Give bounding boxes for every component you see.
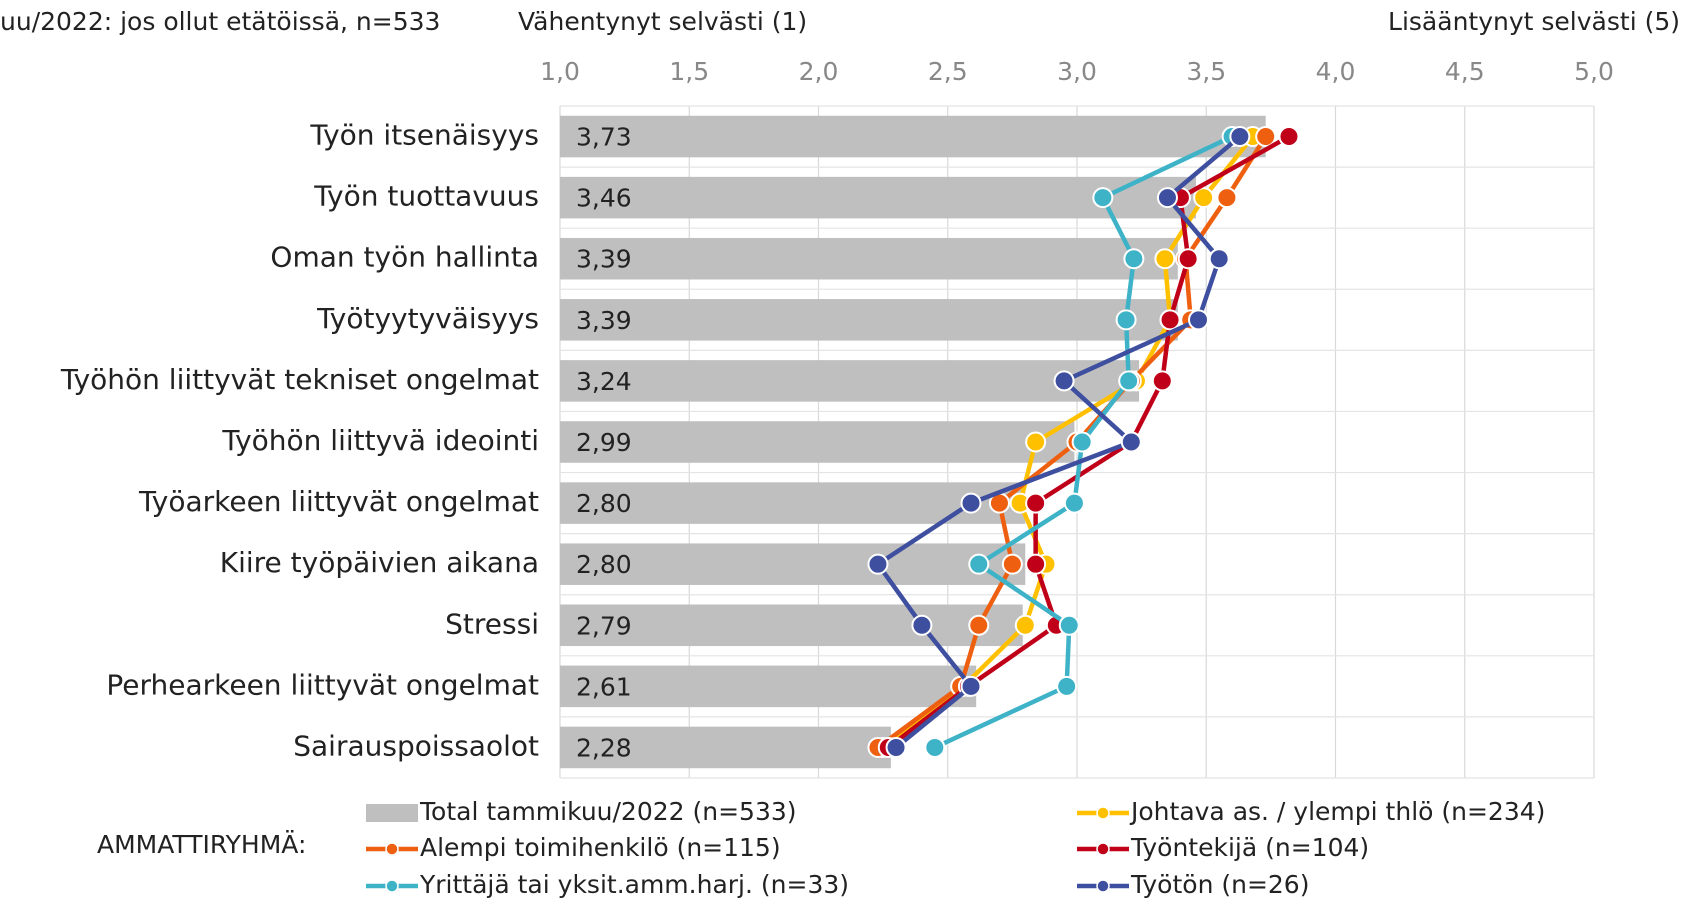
x-tick-label: 2,0 [799, 57, 839, 86]
x-tick-label: 3,5 [1186, 57, 1226, 86]
y-tick-label: Työn tuottavuus [313, 180, 539, 213]
x-tick-label: 1,0 [540, 57, 580, 86]
series-marker [1216, 187, 1238, 209]
series-marker [1154, 248, 1176, 270]
bar [560, 360, 1140, 402]
bar-value-label: 3,39 [576, 306, 632, 335]
y-tick-label: Työtyytyväisyys [316, 302, 539, 335]
series-marker [960, 492, 982, 514]
series-marker [1208, 248, 1230, 270]
x-tick-label: 4,0 [1316, 57, 1356, 86]
series-marker [1056, 675, 1078, 697]
series-marker [1053, 370, 1075, 392]
series-marker [1193, 187, 1215, 209]
series-marker [1255, 126, 1277, 148]
x-tick-label: 4,5 [1445, 57, 1485, 86]
bar [560, 237, 1178, 280]
bar [560, 176, 1196, 219]
series-marker [1058, 614, 1080, 636]
legend-marker [385, 842, 399, 856]
legend-title: AMMATTIRYHMÄ: [97, 830, 306, 859]
series-marker [911, 614, 933, 636]
y-tick-label: Oman työn hallinta [270, 241, 539, 274]
series-marker [1151, 370, 1173, 392]
bar-value-label: 3,73 [576, 123, 632, 152]
bar-value-label: 2,61 [576, 672, 632, 701]
bar [560, 543, 1026, 585]
y-tick-label: Työhön liittyvä ideointi [221, 424, 539, 457]
bar [560, 299, 1178, 341]
x-tick-label: 5,0 [1574, 57, 1614, 86]
series-marker [1092, 187, 1114, 209]
legend-label: Alempi toimihenkilö (n=115) [420, 833, 781, 862]
series-marker [1025, 492, 1047, 514]
series-marker [1071, 431, 1093, 453]
legend-marker [385, 879, 399, 893]
bar-value-label: 2,80 [576, 489, 632, 518]
series-marker [1159, 309, 1181, 331]
legend-label: Johtava as. / ylempi thlö (n=234) [1129, 797, 1545, 826]
legend-label: Total tammikuu/2022 (n=533) [419, 797, 797, 826]
series-marker [1063, 492, 1085, 514]
y-tick-label: Työhön liittyvät tekniset ongelmat [60, 363, 539, 396]
series-marker [968, 553, 990, 575]
series-marker [1229, 126, 1251, 148]
bar [560, 604, 1023, 647]
series-marker [1177, 248, 1199, 270]
legend-label: Työntekijä (n=104) [1130, 833, 1369, 862]
legend-label: Työtön (n=26) [1130, 870, 1309, 899]
series-marker [1187, 309, 1209, 331]
legend-swatch [366, 804, 418, 822]
series-marker [1156, 187, 1178, 209]
chart-title: uu/2022: jos ollut etätöissä, n=533 [0, 7, 440, 36]
x-label-left: Vähentynyt selvästi (1) [518, 7, 807, 36]
bar [560, 665, 977, 708]
series-marker [1115, 309, 1137, 331]
legend-marker [1096, 842, 1110, 856]
series-marker [968, 614, 990, 636]
bar [560, 421, 1075, 463]
bar [560, 726, 891, 769]
y-tick-label: Sairauspoissaolot [293, 729, 539, 762]
series-marker [924, 736, 946, 758]
bar-value-label: 3,39 [576, 245, 632, 274]
x-tick-label: 3,0 [1057, 57, 1097, 86]
bar-value-label: 2,79 [576, 611, 632, 640]
series-marker [1014, 614, 1036, 636]
series-marker [1278, 126, 1300, 148]
y-tick-label: Kiire työpäivien aikana [220, 546, 539, 579]
y-tick-label: Stressi [445, 607, 539, 640]
series-marker [960, 675, 982, 697]
series-marker [1025, 431, 1047, 453]
y-tick-label: Perhearkeen liittyvät ongelmat [106, 668, 539, 701]
y-tick-label: Työarkeen liittyvät ongelmat [138, 485, 539, 518]
x-label-right: Lisääntynyt selvästi (5) [1388, 7, 1680, 36]
bar-value-label: 2,28 [576, 733, 632, 762]
legend-marker [1096, 806, 1110, 820]
series-marker [1001, 553, 1023, 575]
legend-marker [1096, 879, 1110, 893]
series-marker [1025, 553, 1047, 575]
legend-label: Yrittäjä tai yksit.amm.harj. (n=33) [419, 870, 849, 899]
y-tick-label: Työn itsenäisyys [309, 119, 539, 152]
series-marker [885, 736, 907, 758]
series-marker [1120, 431, 1142, 453]
bar-value-label: 2,80 [576, 550, 632, 579]
bar-value-label: 2,99 [576, 428, 632, 457]
bar [560, 115, 1266, 158]
x-tick-label: 2,5 [928, 57, 968, 86]
bar-value-label: 3,24 [576, 367, 632, 396]
series-marker [867, 553, 889, 575]
series-marker [1123, 248, 1145, 270]
bar-value-label: 3,46 [576, 184, 632, 213]
x-tick-label: 1,5 [669, 57, 709, 86]
series-marker [1118, 370, 1140, 392]
